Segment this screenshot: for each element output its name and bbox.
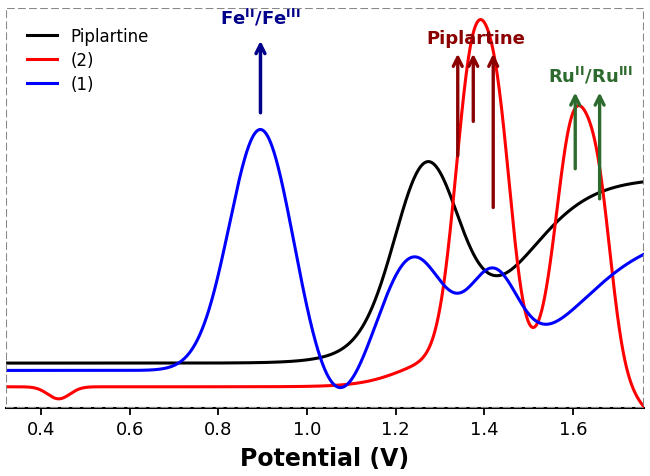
(1): [75, 368, 83, 374]
Piplartine: [424, 159, 432, 165]
Line: (1): (1): [6, 130, 644, 388]
Piplartine: [112, 360, 120, 366]
(1): [257, 128, 265, 133]
(2): [640, 404, 648, 410]
(2): [112, 384, 120, 390]
(1): [337, 385, 344, 391]
Piplartine: [640, 179, 648, 185]
Text: Fe$^{\mathbf{II}}$/Fe$^{\mathbf{III}}$: Fe$^{\mathbf{II}}$/Fe$^{\mathbf{III}}$: [220, 7, 301, 28]
(1): [559, 315, 567, 320]
Legend: Piplartine, (2), (1): Piplartine, (2), (1): [20, 21, 155, 100]
Line: (2): (2): [6, 20, 644, 407]
Piplartine: [2, 360, 10, 366]
(2): [75, 387, 83, 392]
(1): [2, 368, 10, 374]
Piplartine: [75, 360, 83, 366]
(1): [640, 252, 648, 258]
Piplartine: [559, 214, 567, 219]
(2): [274, 384, 282, 390]
Piplartine: [274, 359, 282, 365]
Text: Piplartine: Piplartine: [426, 30, 525, 48]
Line: Piplartine: Piplartine: [6, 162, 644, 363]
Piplartine: [628, 181, 636, 187]
(2): [246, 384, 254, 390]
(2): [559, 161, 567, 167]
(1): [246, 139, 254, 145]
Text: Ru$^{\mathbf{II}}$/Ru$^{\mathbf{III}}$: Ru$^{\mathbf{II}}$/Ru$^{\mathbf{III}}$: [549, 65, 633, 86]
Piplartine: [246, 360, 254, 366]
(1): [628, 258, 636, 264]
(1): [274, 165, 282, 171]
(2): [628, 382, 636, 387]
(2): [477, 18, 485, 23]
(2): [2, 384, 10, 390]
(1): [112, 368, 120, 374]
X-axis label: Potential (V): Potential (V): [240, 446, 410, 470]
Bar: [6, 9, 644, 408]
